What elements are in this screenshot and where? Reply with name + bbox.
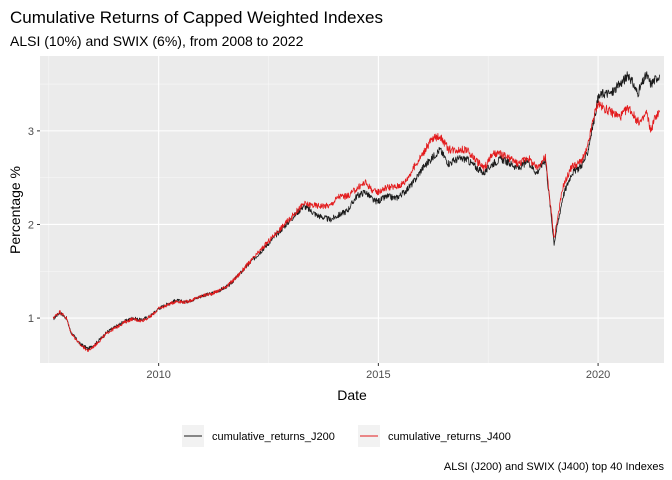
x-axis-title: Date [337,387,367,403]
legend-label-j400: cumulative_returns_J400 [388,431,511,443]
y-tick-label: 3 [28,126,34,138]
series-line-j200 [52,71,660,351]
y-tick-label: 2 [28,219,34,231]
chart-caption: ALSI (J200) and SWIX (J400) top 40 Index… [444,461,665,473]
series-lines [52,71,660,352]
legend: cumulative_returns_J200 cumulative_retur… [182,425,511,447]
x-tick-label: 2010 [146,369,170,381]
plot-panel [40,56,664,363]
x-tick-label: 2020 [586,369,610,381]
x-tick-label: 2015 [366,369,390,381]
chart-subtitle: ALSI (10%) and SWIX (6%), from 2008 to 2… [10,33,304,49]
chart-title: Cumulative Returns of Capped Weighted In… [10,8,383,27]
series-line-j400 [52,100,660,352]
y-tick-label: 1 [28,313,34,325]
y-axis-ticks: 1 2 3 [28,126,40,325]
y-axis-title: Percentage % [7,166,23,254]
grid-minor [40,56,664,363]
legend-label-j200: cumulative_returns_J200 [212,431,335,443]
legend-item-j400: cumulative_returns_J400 [358,425,511,447]
legend-item-j200: cumulative_returns_J200 [182,425,335,447]
x-axis-ticks: 2010 2015 2020 [146,363,610,381]
